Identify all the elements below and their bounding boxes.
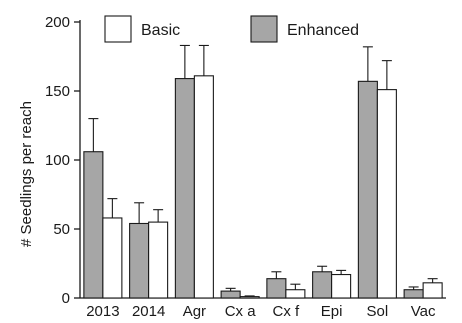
x-tick-label-sol: Sol — [367, 303, 389, 320]
x-tick-label-epi: Epi — [321, 303, 343, 320]
bar-enhanced-sol — [357, 80, 378, 299]
bar-basic-cx-a — [239, 296, 260, 299]
x-tick-label-vac: Vac — [411, 303, 436, 320]
bar-basic-agr — [193, 75, 214, 299]
bar-enhanced-2013 — [83, 151, 104, 299]
y-tick-label: 0 — [62, 290, 70, 307]
bar-basic-2014 — [148, 221, 169, 299]
legend-label-enhanced: Enhanced — [287, 22, 359, 39]
legend-label-basic: Basic — [141, 22, 180, 39]
x-tick-label-agr: Agr — [183, 303, 206, 320]
bars — [83, 44, 443, 299]
y-tick-label: 100 — [45, 152, 70, 169]
x-axis: 2013 2014 Agr Cx a Cx f Epi Sol Vac — [80, 297, 446, 320]
x-tick-label-2014: 2014 — [132, 303, 165, 320]
y-tick-label: 200 — [45, 14, 70, 31]
legend-swatch-basic — [104, 15, 132, 43]
legend: Basic Enhanced — [104, 15, 359, 43]
x-tick-label-2013: 2013 — [86, 303, 119, 320]
bar-basic-sol — [376, 89, 397, 299]
x-tick-label-cx-a: Cx a — [225, 303, 257, 320]
bar-enhanced-cx-a — [220, 290, 241, 299]
y-tick-label: 50 — [53, 221, 70, 238]
bar-enhanced-epi — [312, 271, 333, 299]
x-tick-label-cx-f: Cx f — [273, 303, 301, 320]
y-axis: 0 50 100 150 200 — [45, 14, 81, 307]
bar-enhanced-cx-f — [266, 278, 287, 299]
y-tick-label: 150 — [45, 83, 70, 100]
bar-basic-epi — [331, 273, 352, 299]
bar-enhanced-agr — [174, 78, 195, 299]
y-axis-title: # Seedlings per reach — [18, 101, 35, 247]
bar-basic-cx-f — [285, 289, 306, 299]
bar-basic-vac — [422, 282, 443, 299]
legend-swatch-enhanced — [250, 15, 278, 43]
bar-basic-2013 — [102, 217, 123, 299]
bar-enhanced-vac — [403, 289, 424, 299]
bar-enhanced-2014 — [129, 222, 150, 299]
